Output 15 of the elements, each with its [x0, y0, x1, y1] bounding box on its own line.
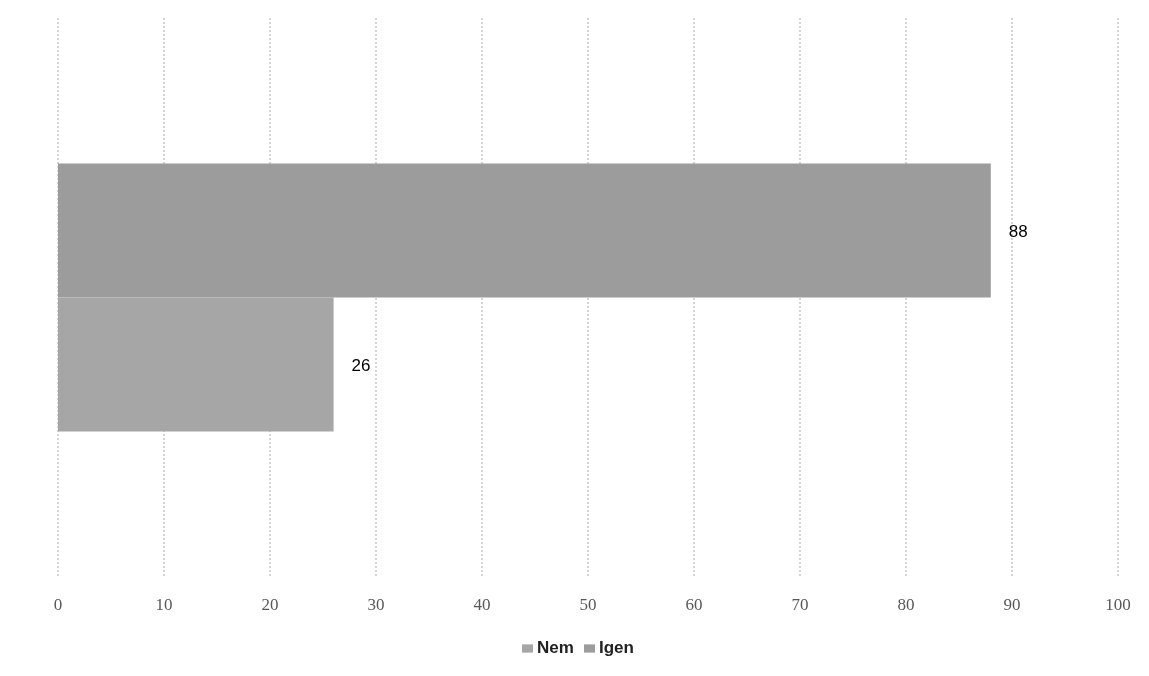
data-label: 26	[351, 355, 371, 375]
legend-label: Igen	[598, 638, 634, 657]
x-tick-label: 30	[367, 595, 385, 615]
legend-label: Nem	[537, 638, 574, 657]
x-tick-label: 10	[155, 595, 173, 615]
x-tick-label: 20	[261, 595, 279, 615]
x-tick-label: 40	[473, 595, 491, 615]
x-tick-label: 50	[579, 595, 597, 615]
x-tick-label: 70	[791, 595, 809, 615]
x-tick-label: 80	[897, 595, 915, 615]
x-tick-label: 100	[1105, 595, 1131, 615]
data-label: 88	[1008, 221, 1028, 241]
x-tick-label: 0	[53, 595, 63, 615]
x-tick-label: 90	[1003, 595, 1021, 615]
x-tick-label: 60	[685, 595, 703, 615]
